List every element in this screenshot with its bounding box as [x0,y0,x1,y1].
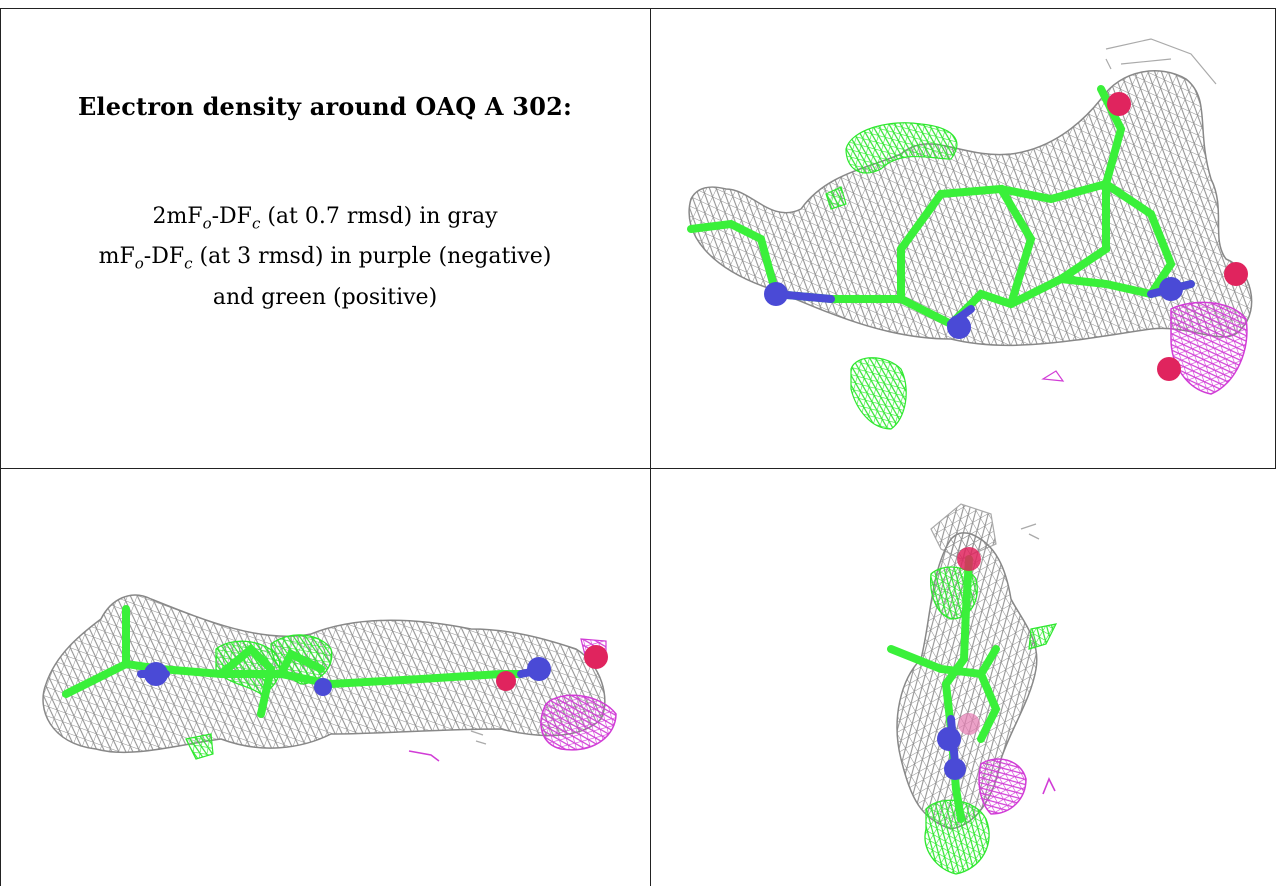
green-positive-blob [185,733,214,760]
oxygen-atom [1224,262,1248,286]
nitrogen-atom [1159,277,1183,301]
density-panel-bottom-left [1,469,650,886]
nitrogen-atom [947,315,971,339]
table-border-top [0,8,1276,9]
legend-line-positive: and green (positive) [212,284,438,310]
density-render-bottom-left [42,594,617,762]
density-render-bottom-right [887,503,1058,875]
map-description: (at 0.7 rmsd) in gray [260,204,498,229]
table-divider-vertical [650,8,651,886]
green-positive-blob [845,122,958,174]
map-label-part: -DF [211,204,252,229]
gray-mesh-fragment [470,730,487,745]
gray-density-mesh [688,70,1253,347]
oxygen-atom [1157,357,1181,381]
purple-negative-blob [978,758,1027,815]
oxygen-atom [958,713,980,735]
subscript-o: o [134,254,144,273]
green-positive-blob [825,186,847,210]
oxygen-atom [957,547,981,571]
density-panel-top-right [651,9,1275,468]
oxygen-atom [584,645,608,669]
subscript-c: c [184,254,193,273]
green-positive-blob [850,357,907,430]
oxygen-atom [1107,92,1131,116]
figure-title: Electron density around OAQ A 302: [77,92,573,121]
density-render-top-right [687,38,1253,430]
nitrogen-atom [144,662,168,686]
gray-mesh-fragment [1105,38,1217,85]
purple-negative-fragment [408,750,440,762]
density-panel-bottom-right [651,469,1275,886]
green-positive-blob [1028,623,1058,650]
nitrogen-atom [314,678,332,696]
nitrogen-atom [527,657,551,681]
purple-negative-fragment [1041,370,1065,382]
nitrogen-atom [937,727,961,751]
purple-negative-fragment [1042,777,1056,795]
caption-cell: Electron density around OAQ A 302: 2mFo-… [0,0,650,468]
legend-line-2fo-fc: 2mFo-DFc (at 0.7 rmsd) in gray [0,200,650,240]
legend-line-fo-fc: mFo-DFc (at 3 rmsd) in purple (negative) [0,240,650,280]
map-label-part: 2mF [152,204,203,229]
legend-text: 2mFo-DFc (at 0.7 rmsd) in gray mFo-DFc (… [0,200,650,314]
nitrogen-atom [764,282,788,306]
nitrogen-atom [944,758,966,780]
purple-negative-blob [1170,301,1248,395]
map-description: (at 3 rmsd) in purple (negative) [192,244,552,270]
subscript-c: c [251,214,261,233]
map-label-part: mF [98,244,135,270]
map-label-part: -DF [143,244,185,270]
gray-mesh-fragment [1020,523,1040,540]
table-divider-horizontal [0,468,1276,469]
table-border-left [0,8,1,886]
oxygen-atom [496,671,516,691]
purple-negative-blob [540,694,617,751]
subscript-o: o [202,214,212,233]
